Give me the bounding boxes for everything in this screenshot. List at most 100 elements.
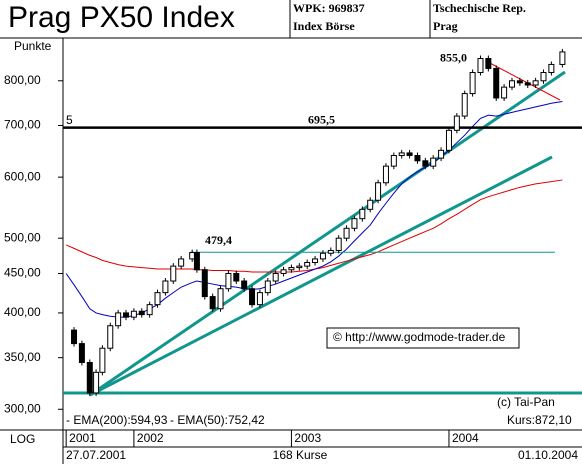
- candle: [375, 182, 382, 201]
- scale-label: LOG: [10, 432, 35, 446]
- candle: [217, 288, 224, 310]
- url-box: [326, 327, 520, 349]
- x-tick-label: 2002: [137, 431, 164, 445]
- candle: [93, 371, 100, 394]
- country: Tschechische Rep.: [433, 1, 526, 15]
- candle: [99, 347, 106, 373]
- candle: [78, 343, 85, 363]
- candle: [264, 280, 271, 294]
- candle: [256, 292, 263, 306]
- candle: [382, 165, 389, 184]
- candle: [138, 310, 145, 316]
- candle: [477, 58, 484, 74]
- legend-entry: - EMA(200):594,93: [66, 413, 168, 427]
- candle: [367, 199, 374, 210]
- candle: [170, 265, 177, 282]
- candle: [453, 115, 460, 131]
- candle: [162, 280, 169, 294]
- candle: [146, 304, 153, 316]
- candle: [241, 280, 248, 290]
- candle: [422, 160, 429, 167]
- candle: [406, 152, 413, 157]
- y-tick-label: 800,00: [4, 73, 41, 87]
- candle: [445, 129, 452, 151]
- candle: [438, 149, 445, 159]
- candle: [178, 258, 185, 267]
- candle: [86, 361, 93, 394]
- candle: [414, 155, 421, 162]
- candle: [319, 252, 326, 260]
- candle: [225, 272, 232, 290]
- candle: [398, 152, 405, 157]
- x-tick-label: 2001: [69, 431, 96, 445]
- candle: [559, 51, 566, 65]
- candle: [335, 237, 342, 251]
- y-tick-label: 500,00: [4, 230, 41, 244]
- exchange: Index Börse: [293, 19, 355, 33]
- candle: [193, 252, 200, 271]
- candle: [430, 157, 437, 167]
- candle: [249, 288, 256, 306]
- y-tick-label: 700,00: [4, 118, 41, 132]
- level-marker: 5: [66, 113, 73, 127]
- candle: [327, 249, 334, 254]
- y-tick-label: 350,00: [4, 350, 41, 364]
- candle: [390, 155, 397, 167]
- candle: [107, 325, 114, 349]
- chart-title: Prag PX50 Index: [8, 1, 235, 34]
- candle: [532, 80, 539, 86]
- y-tick-label: 400,00: [4, 305, 41, 319]
- credit: (c) Tai-Pan: [497, 395, 555, 409]
- annotation: 695,5: [308, 112, 335, 126]
- y-tick-label: 600,00: [4, 169, 41, 183]
- candle: [516, 80, 523, 84]
- candle: [233, 272, 240, 282]
- last-price: Kurs:872,10: [507, 413, 572, 427]
- candle: [288, 267, 295, 271]
- candle: [312, 258, 319, 263]
- candle: [485, 58, 492, 69]
- end-date: 01.10.2004: [518, 448, 578, 462]
- candle: [540, 72, 547, 82]
- trend-line: [89, 70, 566, 397]
- candle: [201, 269, 208, 298]
- ema-line: [65, 179, 563, 273]
- candle: [548, 63, 555, 74]
- candle: [280, 269, 287, 274]
- candle: [524, 82, 531, 86]
- x-tick-label: 2003: [294, 431, 321, 445]
- candle: [123, 312, 130, 318]
- trend-line: [89, 155, 553, 397]
- candle: [351, 218, 358, 229]
- wpk: WPK: 969837: [293, 1, 365, 15]
- start-date: 27.07.2001: [66, 448, 126, 462]
- candle: [343, 227, 350, 239]
- plot: 300,00 350,00 400,00 450,00 500,00 600,00 700,…: [4, 48, 582, 447]
- candle: [115, 312, 122, 327]
- resistance-line: [487, 61, 561, 101]
- candle: [154, 292, 161, 306]
- annotation: 479,4: [205, 233, 232, 247]
- annotation: 855,0: [440, 50, 467, 64]
- candle: [501, 86, 508, 99]
- y-tick-label: 450,00: [4, 266, 41, 280]
- ema-line: [65, 101, 563, 318]
- candle: [209, 296, 216, 310]
- candle: [130, 310, 137, 318]
- candle: [508, 80, 515, 88]
- city: Prag: [433, 19, 458, 33]
- candle: [461, 93, 468, 117]
- y-tick-label: 300,00: [4, 401, 41, 415]
- candle: [493, 67, 500, 99]
- candle: [304, 261, 311, 267]
- candle: [272, 272, 279, 282]
- legend-entry: - EMA(50):752,42: [170, 413, 265, 427]
- candle: [296, 265, 303, 269]
- count: 168 Kurse: [273, 448, 328, 462]
- url: © http://www.godmode-trader.de: [333, 330, 506, 344]
- candle: [359, 208, 366, 220]
- y-axis-label: Punkte: [14, 39, 52, 53]
- candle: [469, 72, 476, 95]
- candle: [71, 329, 78, 345]
